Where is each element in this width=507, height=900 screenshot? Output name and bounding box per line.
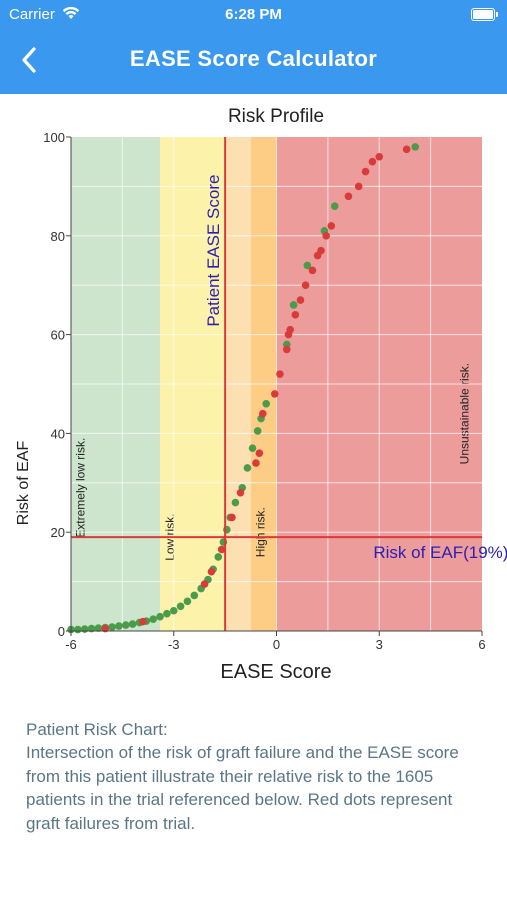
failure-point [217, 545, 226, 554]
y-tick-label: 0 [58, 624, 65, 639]
zone-label: Unsustainable risk. [457, 363, 471, 464]
x-tick-label: -3 [168, 637, 180, 652]
chevron-left-icon[interactable] [18, 46, 42, 74]
patient-score-label: Patient EASE Score [204, 175, 223, 327]
success-point [303, 261, 312, 270]
success-point [128, 620, 137, 628]
success-point [176, 602, 185, 611]
success-point [243, 464, 252, 472]
failure-point [317, 246, 325, 255]
nav-bar: Carrier 6:28 PM EASE Score Calculator [0, 0, 507, 94]
failure-point [368, 157, 377, 166]
success-point [289, 301, 298, 309]
patient-risk-label: Risk of EAF(19%) [373, 543, 507, 562]
failure-point [402, 145, 411, 154]
failure-point [327, 222, 336, 230]
failure-point [255, 449, 264, 457]
success-point [115, 622, 123, 630]
success-point [74, 625, 82, 634]
success-point [94, 624, 103, 632]
failure-point [375, 152, 384, 161]
y-tick-label: 40 [51, 426, 65, 441]
failure-point [207, 567, 216, 576]
status-bar: Carrier 6:28 PM [0, 4, 507, 26]
success-point [330, 202, 339, 210]
failure-point [286, 325, 295, 334]
page-title: EASE Score Calculator [129, 46, 378, 71]
success-point [122, 621, 130, 629]
risk-profile-chart: Risk Profile Extremely low risk. Low risk… [0, 100, 507, 690]
x-tick-label: 0 [273, 637, 280, 652]
failure-point [344, 192, 353, 201]
failure-point [282, 345, 291, 354]
success-point [253, 427, 262, 435]
failure-point [301, 281, 310, 289]
success-point [411, 143, 420, 151]
failure-point [308, 266, 317, 275]
success-point [80, 625, 89, 633]
chart-title: Risk Profile [228, 106, 324, 127]
success-point [87, 624, 96, 633]
success-point [163, 609, 171, 618]
success-point [231, 498, 240, 507]
success-point [214, 553, 223, 561]
success-point [183, 597, 192, 606]
failure-point [259, 409, 267, 418]
success-point [108, 623, 116, 631]
failure-point [200, 580, 209, 588]
failure-point [252, 459, 260, 467]
battery-icon [471, 8, 498, 21]
x-tick-label: 6 [478, 637, 485, 652]
x-axis-label: EASE Score [220, 661, 331, 683]
clock-label: 6:28 PM [225, 6, 282, 23]
failure-point [270, 390, 279, 398]
carrier-label: Carrier [9, 6, 55, 23]
success-point [149, 615, 157, 623]
y-tick-label: 20 [51, 525, 65, 540]
failure-point [101, 624, 110, 633]
success-point [262, 399, 271, 408]
success-point [248, 444, 257, 453]
y-axis-label: Risk of EAF [15, 441, 32, 526]
y-tick-label: 60 [51, 328, 65, 343]
success-point [190, 591, 199, 600]
chart-svg: Risk Profile Extremely low risk. Low risk… [15, 106, 507, 683]
x-tick-label: 3 [376, 637, 383, 652]
wifi-icon [62, 6, 80, 24]
success-point [156, 612, 164, 621]
failure-point [276, 370, 284, 378]
zone-label: Extremely low risk. [74, 438, 88, 538]
failure-point [354, 182, 363, 191]
failure-point [236, 488, 245, 497]
patient-risk-description: Patient Risk Chart: Intersection of the … [26, 718, 486, 835]
y-tick-label: 100 [43, 130, 65, 145]
description-heading: Patient Risk Chart: [26, 720, 168, 739]
failure-point [139, 617, 147, 626]
failure-point [322, 232, 330, 240]
failure-point [291, 311, 300, 319]
failure-point [361, 167, 370, 176]
failure-point [228, 513, 236, 522]
description-body: Intersection of the risk of graft failur… [26, 743, 459, 833]
success-point [169, 606, 178, 615]
x-tick-label: -6 [65, 637, 77, 652]
failure-point [296, 296, 305, 304]
y-tick-label: 80 [51, 229, 65, 244]
